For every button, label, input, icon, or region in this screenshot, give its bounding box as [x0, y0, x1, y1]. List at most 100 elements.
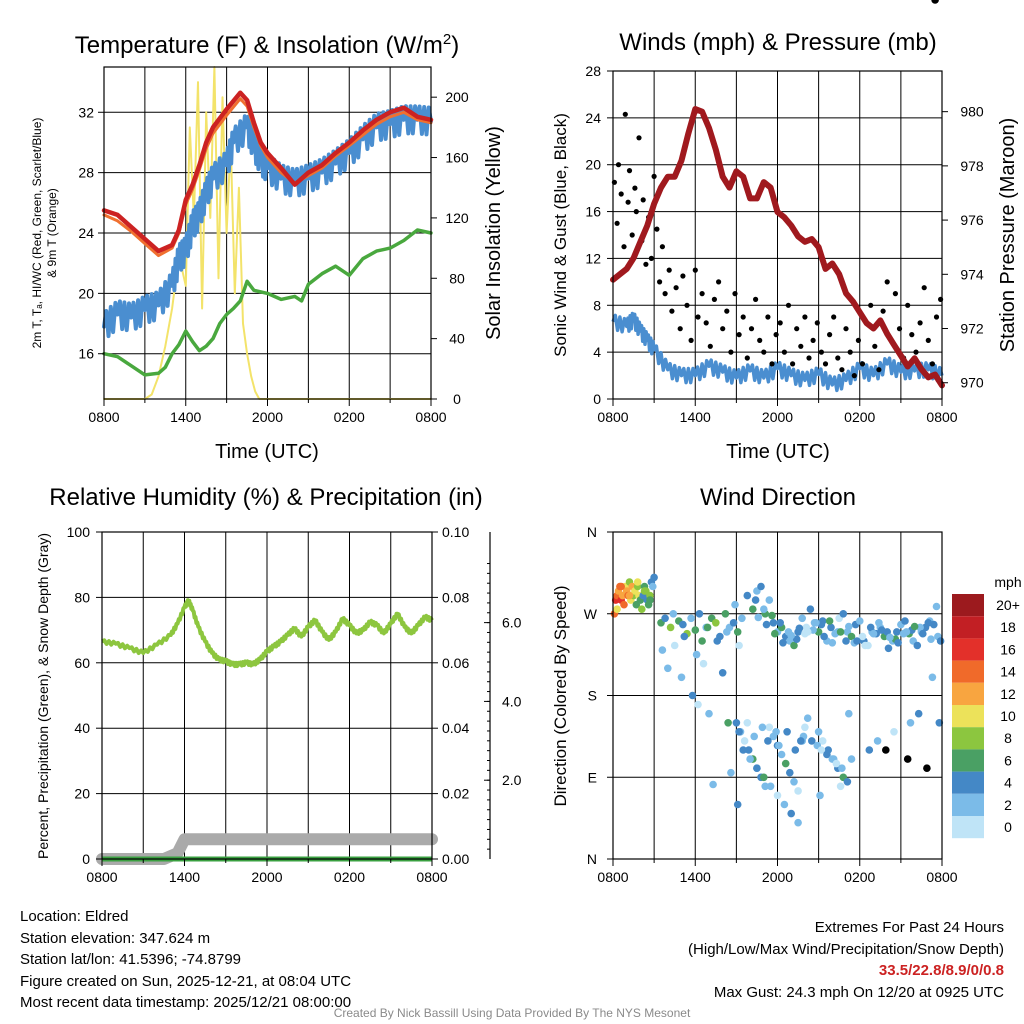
direction-point	[787, 631, 795, 640]
wind-speed-legend: mph 20+ 18 16 14 12 10 8 6 4 2 0	[952, 574, 1022, 839]
gust-point	[654, 226, 660, 232]
gust-point	[740, 314, 746, 320]
y2-tick-label: 972	[960, 321, 984, 337]
gust-point	[909, 332, 915, 338]
direction-point	[762, 620, 771, 629]
y-tick-label: 100	[67, 524, 91, 540]
gust-point	[651, 173, 657, 179]
direction-point	[928, 673, 937, 682]
direction-point	[882, 746, 890, 754]
gust-point	[669, 308, 675, 314]
gust-point	[847, 349, 853, 355]
direction-point	[740, 737, 749, 745]
direction-point	[761, 782, 769, 791]
x-tick-label: 0800	[926, 409, 957, 425]
direction-point	[743, 591, 752, 600]
legend-label: 18	[1000, 619, 1016, 635]
location-text: Location: Eldred	[20, 908, 129, 925]
gust-point	[855, 337, 862, 343]
x-tick-label: 1400	[169, 869, 200, 885]
legend-swatch	[952, 793, 984, 816]
temperature-panel-title: Temperature (F) & Insolation (W/m2)	[75, 31, 459, 59]
y2-tick-label: 0.04	[442, 720, 469, 736]
direction-point	[724, 719, 732, 727]
winds-panel: Winds (mph) & Pressure (mb) 0 4 8 12 16 20 24 2…	[551, 29, 1019, 463]
direction-point	[843, 778, 852, 786]
direction-point	[753, 764, 761, 772]
gust-point	[688, 337, 694, 343]
x-tick-label: 1400	[680, 409, 711, 425]
direction-point	[803, 714, 812, 722]
station-info: Location: Eldred Station elevation: 347.…	[20, 906, 351, 1014]
y2-tick-label: 80	[449, 270, 465, 286]
y-tick-label: 28	[78, 165, 94, 181]
x-tick-label: 0200	[844, 409, 875, 425]
direction-point	[910, 622, 919, 631]
y-tick-label: 8	[593, 297, 601, 313]
gust-point	[933, 314, 940, 320]
direction-point	[832, 759, 841, 768]
direction-point	[790, 641, 798, 650]
direction-point	[820, 632, 828, 641]
direction-point	[749, 605, 757, 613]
direction-point	[803, 628, 812, 636]
gust-point	[716, 279, 722, 285]
humidity-plot-frame	[101, 531, 433, 860]
direction-point	[873, 737, 882, 745]
y-tick-label: 16	[78, 346, 94, 362]
y-tick-label: N	[587, 851, 597, 867]
x-tick-label: 0800	[416, 869, 447, 885]
y2-tick-label: 0.10	[442, 524, 469, 540]
direction-point	[901, 617, 909, 625]
legend-label: 16	[1000, 641, 1016, 657]
gust-point	[785, 302, 792, 308]
gust-point	[765, 314, 771, 320]
direction-point	[828, 639, 837, 647]
y2-tick-label: 120	[445, 210, 469, 226]
temperature-y-label-2: & 9m T (Orange)	[45, 188, 59, 278]
gust-point	[810, 337, 816, 343]
direction-point	[620, 600, 628, 609]
gust-point	[790, 361, 796, 367]
direction-point	[669, 610, 678, 618]
created-text: Figure created on Sun, 2025-12-21, at 08…	[20, 972, 352, 990]
extremes-values: 33.5/22.8/8.9/0/0.8	[878, 962, 1004, 979]
direction-point	[777, 750, 786, 759]
gust-point	[622, 111, 628, 117]
gust-point	[677, 326, 683, 332]
gust-point	[761, 349, 767, 355]
direction-point	[823, 750, 831, 759]
relative-humidity-line	[101, 598, 434, 669]
direction-point	[658, 646, 667, 654]
y2-tick-label: 0.06	[442, 655, 469, 671]
direction-point	[861, 641, 869, 650]
direction-point	[931, 0, 939, 4]
gust-point	[662, 291, 668, 297]
direction-point	[640, 587, 649, 595]
gust-point	[657, 279, 663, 285]
temperature-x-label: Time (UTC)	[215, 441, 319, 463]
direction-point	[758, 723, 767, 732]
pressure-line	[610, 106, 945, 389]
direction-point	[858, 632, 867, 641]
gust-point	[632, 185, 638, 191]
gust-point	[684, 302, 690, 308]
legend-swatch	[952, 816, 984, 839]
gust-point	[814, 320, 820, 326]
y-tick-label: 16	[585, 204, 601, 220]
y3-tick-label: 4.0	[502, 693, 522, 709]
y2-tick-label: 980	[960, 104, 984, 120]
y2-tick-label: 0.02	[442, 786, 469, 802]
direction-point	[865, 746, 874, 754]
legend-label: 0	[1004, 819, 1012, 835]
y-tick-label: 12	[585, 250, 601, 266]
gust-point	[892, 291, 899, 297]
direction-point	[781, 759, 790, 768]
legend-label: 2	[1004, 797, 1012, 813]
legend-swatch	[952, 616, 984, 639]
gust-point	[636, 135, 642, 141]
y-tick-label: E	[588, 769, 597, 785]
legend-swatch	[952, 660, 984, 683]
direction-point	[836, 782, 845, 791]
legend-swatch	[952, 594, 984, 617]
